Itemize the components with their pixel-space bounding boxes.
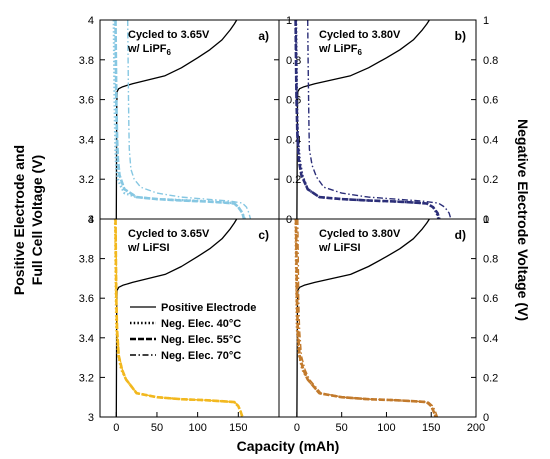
panel-title-line2: w/ LiPF6 xyxy=(318,43,363,57)
panel-title-line1: Cycled to 3.80V xyxy=(319,228,401,240)
series-line-positive-electrode xyxy=(296,219,430,417)
panel-title-line1: Cycled to 3.65V xyxy=(128,29,210,41)
y2-tick-label: 0.2 xyxy=(483,174,498,186)
series-line-positive-electrode xyxy=(296,20,430,219)
panel-label: a) xyxy=(258,29,269,43)
x-tick-label: 50 xyxy=(151,422,163,434)
panel-frame xyxy=(278,218,477,418)
series-line-neg-elec-70-c xyxy=(127,20,252,219)
y-tick-label: 4 xyxy=(88,15,94,27)
y-tick-label: 3.4 xyxy=(79,134,94,146)
panel-label: c) xyxy=(258,228,269,242)
panel-title-subscript: 6 xyxy=(358,48,363,57)
y-tick-label: 3 xyxy=(88,214,94,226)
x-tick-label: 150 xyxy=(229,422,247,434)
y2-tick-label: 0.6 xyxy=(286,95,301,107)
series-line-neg-elec-55-c xyxy=(294,219,437,417)
panel-title-line1: Cycled to 3.80V xyxy=(319,29,401,41)
y2-tick-label: 0.8 xyxy=(483,55,498,67)
y2-tick-label: 1 xyxy=(483,15,489,27)
panel-title-subscript: 6 xyxy=(167,48,172,57)
legend-label: Positive Electrode xyxy=(161,302,256,314)
chart-panel-b: 0 0.2 0.4 0.6 0.8 1 Cycled to 3.80V w/ LiPF6 b) xyxy=(278,15,498,226)
y2-tick-label: 0.8 xyxy=(286,55,301,67)
y-tick-label: 4 xyxy=(88,214,94,226)
legend: Positive Electrode Neg. Elec. 40°C Neg. El… xyxy=(130,302,256,362)
panel-title-line2: w/ LiFSI xyxy=(318,242,361,254)
x-tick-label: 200 xyxy=(467,422,485,434)
series-line-neg-elec-40-c xyxy=(294,219,437,417)
series-line-positive-electrode xyxy=(115,20,238,219)
series-line-neg-elec-70-c xyxy=(297,219,439,417)
series-line-neg-elec-40-c xyxy=(294,20,440,219)
x-tick-label: 50 xyxy=(336,422,348,434)
panel-label: b) xyxy=(455,29,466,43)
y2-tick-label: 0 xyxy=(483,214,489,226)
legend-label: Neg. Elec. 55°C xyxy=(161,334,241,346)
y2-tick-label: 1 xyxy=(286,15,292,27)
y-tick-label: 3.8 xyxy=(79,55,94,67)
y2-tick-label: 0.4 xyxy=(483,134,498,146)
series-line-neg-elec-40-c xyxy=(112,20,246,219)
panel-frame xyxy=(99,19,280,220)
y-tick-label: 3.2 xyxy=(79,372,94,384)
panel-title-line2: w/ LiPF6 xyxy=(127,43,172,57)
y-tick-label: 3 xyxy=(88,412,94,424)
x-tick-label: 0 xyxy=(113,422,119,434)
left-ylabel-line2: Full Cell Voltage (V) xyxy=(29,155,45,285)
y2-tick-label: 1 xyxy=(483,214,489,226)
y-tick-label: 3.4 xyxy=(79,333,94,345)
y-tick-label: 3.2 xyxy=(79,174,94,186)
series-line-neg-elec-70-c xyxy=(115,219,244,417)
left-ylabel-line1: Positive Electrode and xyxy=(11,145,27,295)
x-tick-label: 100 xyxy=(188,422,206,434)
series-line-positive-electrode xyxy=(115,219,238,417)
x-tick-label: 100 xyxy=(377,422,395,434)
x-axis-label: Capacity (mAh) xyxy=(237,438,340,454)
legend-label: Neg. Elec. 70°C xyxy=(161,350,241,362)
y2-tick-label: 0.2 xyxy=(483,372,498,384)
y2-tick-label: 0 xyxy=(483,412,489,424)
panel-title-line2: w/ LiFSI xyxy=(127,242,170,254)
x-tick-label: 0 xyxy=(294,422,300,434)
y-tick-label: 3.6 xyxy=(79,95,94,107)
x-tick-label: 150 xyxy=(422,422,440,434)
y2-tick-label: 0.2 xyxy=(286,174,301,186)
series-line-neg-elec-55-c xyxy=(294,20,441,219)
y2-tick-label: 0 xyxy=(286,214,292,226)
y-tick-label: 3.6 xyxy=(79,293,94,305)
chart-panels: 3 3.2 3.4 3.6 3.8 4 0 0.2 0.4 0.6 0.8 1 Cycled to 3.… xyxy=(79,15,499,434)
y2-tick-label: 0.6 xyxy=(483,293,498,305)
chart-panel-c: 3 3.2 3.4 3.6 3.8 4 0 50 100 150 Cycled to 3.65V w/… xyxy=(79,214,280,434)
y-tick-label: 3.8 xyxy=(79,254,94,266)
y2-tick-label: 0.8 xyxy=(483,254,498,266)
right-ylabel: Negative Electrode Voltage (V) xyxy=(515,119,531,321)
legend-label: Neg. Elec. 40°C xyxy=(161,318,241,330)
panel-title-line1: Cycled to 3.65V xyxy=(128,228,210,240)
y2-tick-label: 0.6 xyxy=(483,95,498,107)
panel-label: d) xyxy=(455,228,466,242)
y2-tick-label: 0.4 xyxy=(483,333,498,345)
series-line-neg-elec-55-c xyxy=(114,20,246,219)
series-line-neg-elec-70-c xyxy=(307,20,452,219)
